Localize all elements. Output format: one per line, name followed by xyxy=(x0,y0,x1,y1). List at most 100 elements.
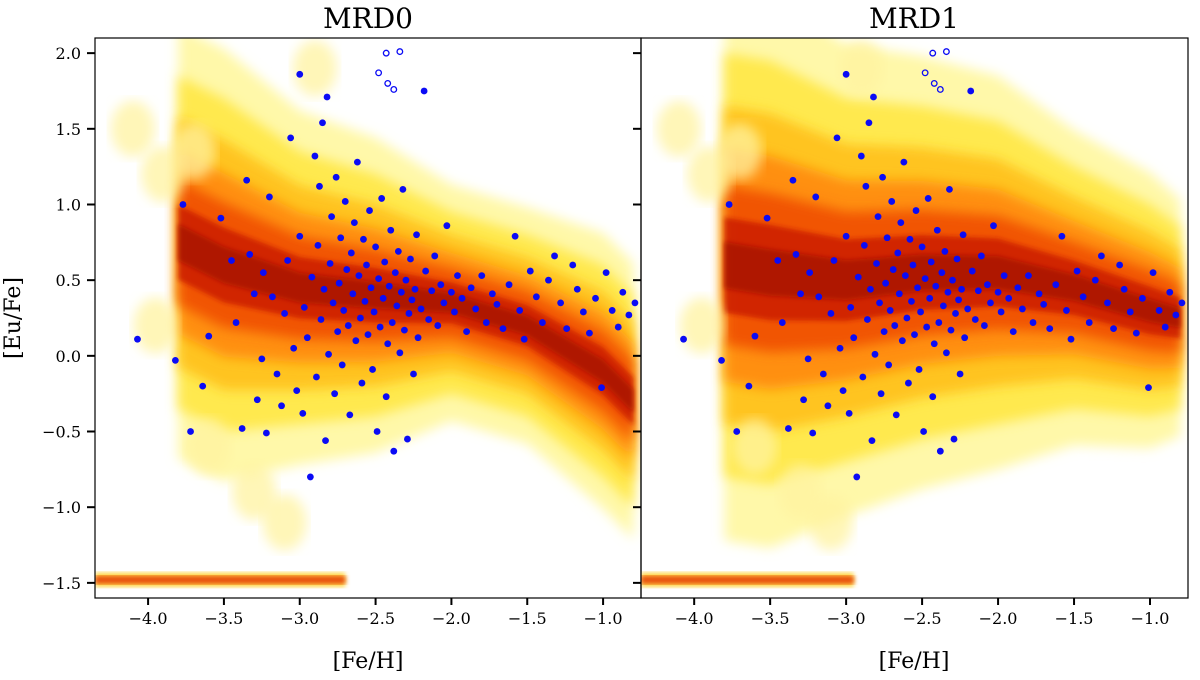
star-point xyxy=(579,308,587,316)
star-point xyxy=(319,119,326,127)
star-point xyxy=(228,257,235,264)
star-point xyxy=(938,269,946,276)
panel-title-mrd0: MRD0 xyxy=(323,2,413,35)
star-point xyxy=(914,284,921,292)
y-tick-label: −1.5 xyxy=(42,574,81,593)
star-point xyxy=(778,319,786,326)
star-point xyxy=(355,272,363,280)
star-point xyxy=(862,182,870,190)
star-point xyxy=(347,249,355,257)
density-layer xyxy=(178,224,634,413)
star-point xyxy=(187,428,194,435)
star-point xyxy=(1172,311,1180,319)
star-point xyxy=(953,255,961,263)
star-point xyxy=(1155,307,1163,314)
star-point xyxy=(364,331,372,339)
star-point xyxy=(171,356,179,364)
star-point xyxy=(363,261,370,269)
x-tick-label: −4.0 xyxy=(675,609,714,628)
star-point xyxy=(859,373,867,381)
x-tick-label: −4.0 xyxy=(129,609,168,628)
star-point xyxy=(329,299,337,307)
star-point xyxy=(895,290,903,298)
star-point xyxy=(393,302,401,310)
star-point xyxy=(847,304,855,311)
star-point xyxy=(326,260,334,267)
star-point xyxy=(360,235,367,243)
star-point xyxy=(1139,294,1146,302)
star-point xyxy=(824,402,832,410)
star-point xyxy=(308,273,316,281)
star-point xyxy=(819,370,827,378)
star-point xyxy=(369,366,376,373)
star-point xyxy=(361,297,369,305)
star-point xyxy=(921,275,929,283)
star-point xyxy=(1116,261,1124,269)
star-point xyxy=(958,285,966,293)
star-point xyxy=(467,284,475,292)
star-point xyxy=(842,232,850,240)
star-point xyxy=(915,366,923,373)
x-tick-label: −3.5 xyxy=(204,609,243,628)
star-point xyxy=(425,316,433,323)
star-point xyxy=(874,213,882,220)
star-point xyxy=(344,322,352,329)
star-point xyxy=(463,328,470,336)
star-point xyxy=(557,299,565,307)
star-point xyxy=(1110,325,1117,332)
x-tick-label: −2.0 xyxy=(979,609,1018,628)
star-point xyxy=(443,222,451,230)
star-point xyxy=(414,334,422,342)
star-point xyxy=(898,337,906,345)
star-point xyxy=(1120,285,1128,293)
star-point xyxy=(1079,293,1087,301)
star-point xyxy=(867,285,874,293)
star-point xyxy=(854,273,862,281)
star-point xyxy=(1178,299,1186,307)
star-point xyxy=(806,269,814,276)
star-point xyxy=(903,314,911,322)
star-point xyxy=(1014,284,1022,292)
star-point xyxy=(956,370,964,378)
star-point xyxy=(718,356,725,364)
star-point xyxy=(863,316,871,323)
star-point xyxy=(745,382,753,390)
star-point xyxy=(539,319,546,326)
star-point xyxy=(876,299,883,307)
star-point xyxy=(977,252,985,260)
star-point xyxy=(545,276,552,284)
star-point xyxy=(929,393,937,401)
x-tick-label: −1.5 xyxy=(1055,609,1094,628)
star-point xyxy=(1058,232,1066,240)
star-point xyxy=(376,323,384,331)
star-point xyxy=(1000,272,1008,280)
star-point xyxy=(367,284,375,292)
star-point xyxy=(967,87,975,95)
star-point xyxy=(1149,269,1157,276)
star-point xyxy=(320,285,328,293)
star-point xyxy=(258,355,266,363)
star-point-open xyxy=(936,86,944,93)
star-point xyxy=(809,429,817,437)
star-point xyxy=(774,257,782,264)
star-point xyxy=(763,214,771,222)
star-point xyxy=(631,299,639,307)
observed-stars-mrd0 xyxy=(134,48,639,481)
star-point xyxy=(987,299,994,307)
star-point xyxy=(812,193,820,201)
star-point-open xyxy=(921,69,929,77)
star-point-open xyxy=(929,49,937,57)
star-point xyxy=(961,334,969,342)
star-point xyxy=(287,134,295,142)
star-point xyxy=(296,70,304,78)
star-point xyxy=(1046,325,1054,332)
star-point xyxy=(984,281,991,289)
star-point xyxy=(397,288,405,296)
star-point-open xyxy=(942,48,950,56)
x-ticks-mrd1: −4.0 −3.5 −3.0 −2.5 −2.0 −1.5 −1.0 xyxy=(675,598,1169,628)
star-point-open xyxy=(375,69,383,77)
star-point xyxy=(404,435,411,443)
star-point xyxy=(935,319,943,326)
star-point xyxy=(179,201,187,208)
star-point xyxy=(334,328,342,336)
